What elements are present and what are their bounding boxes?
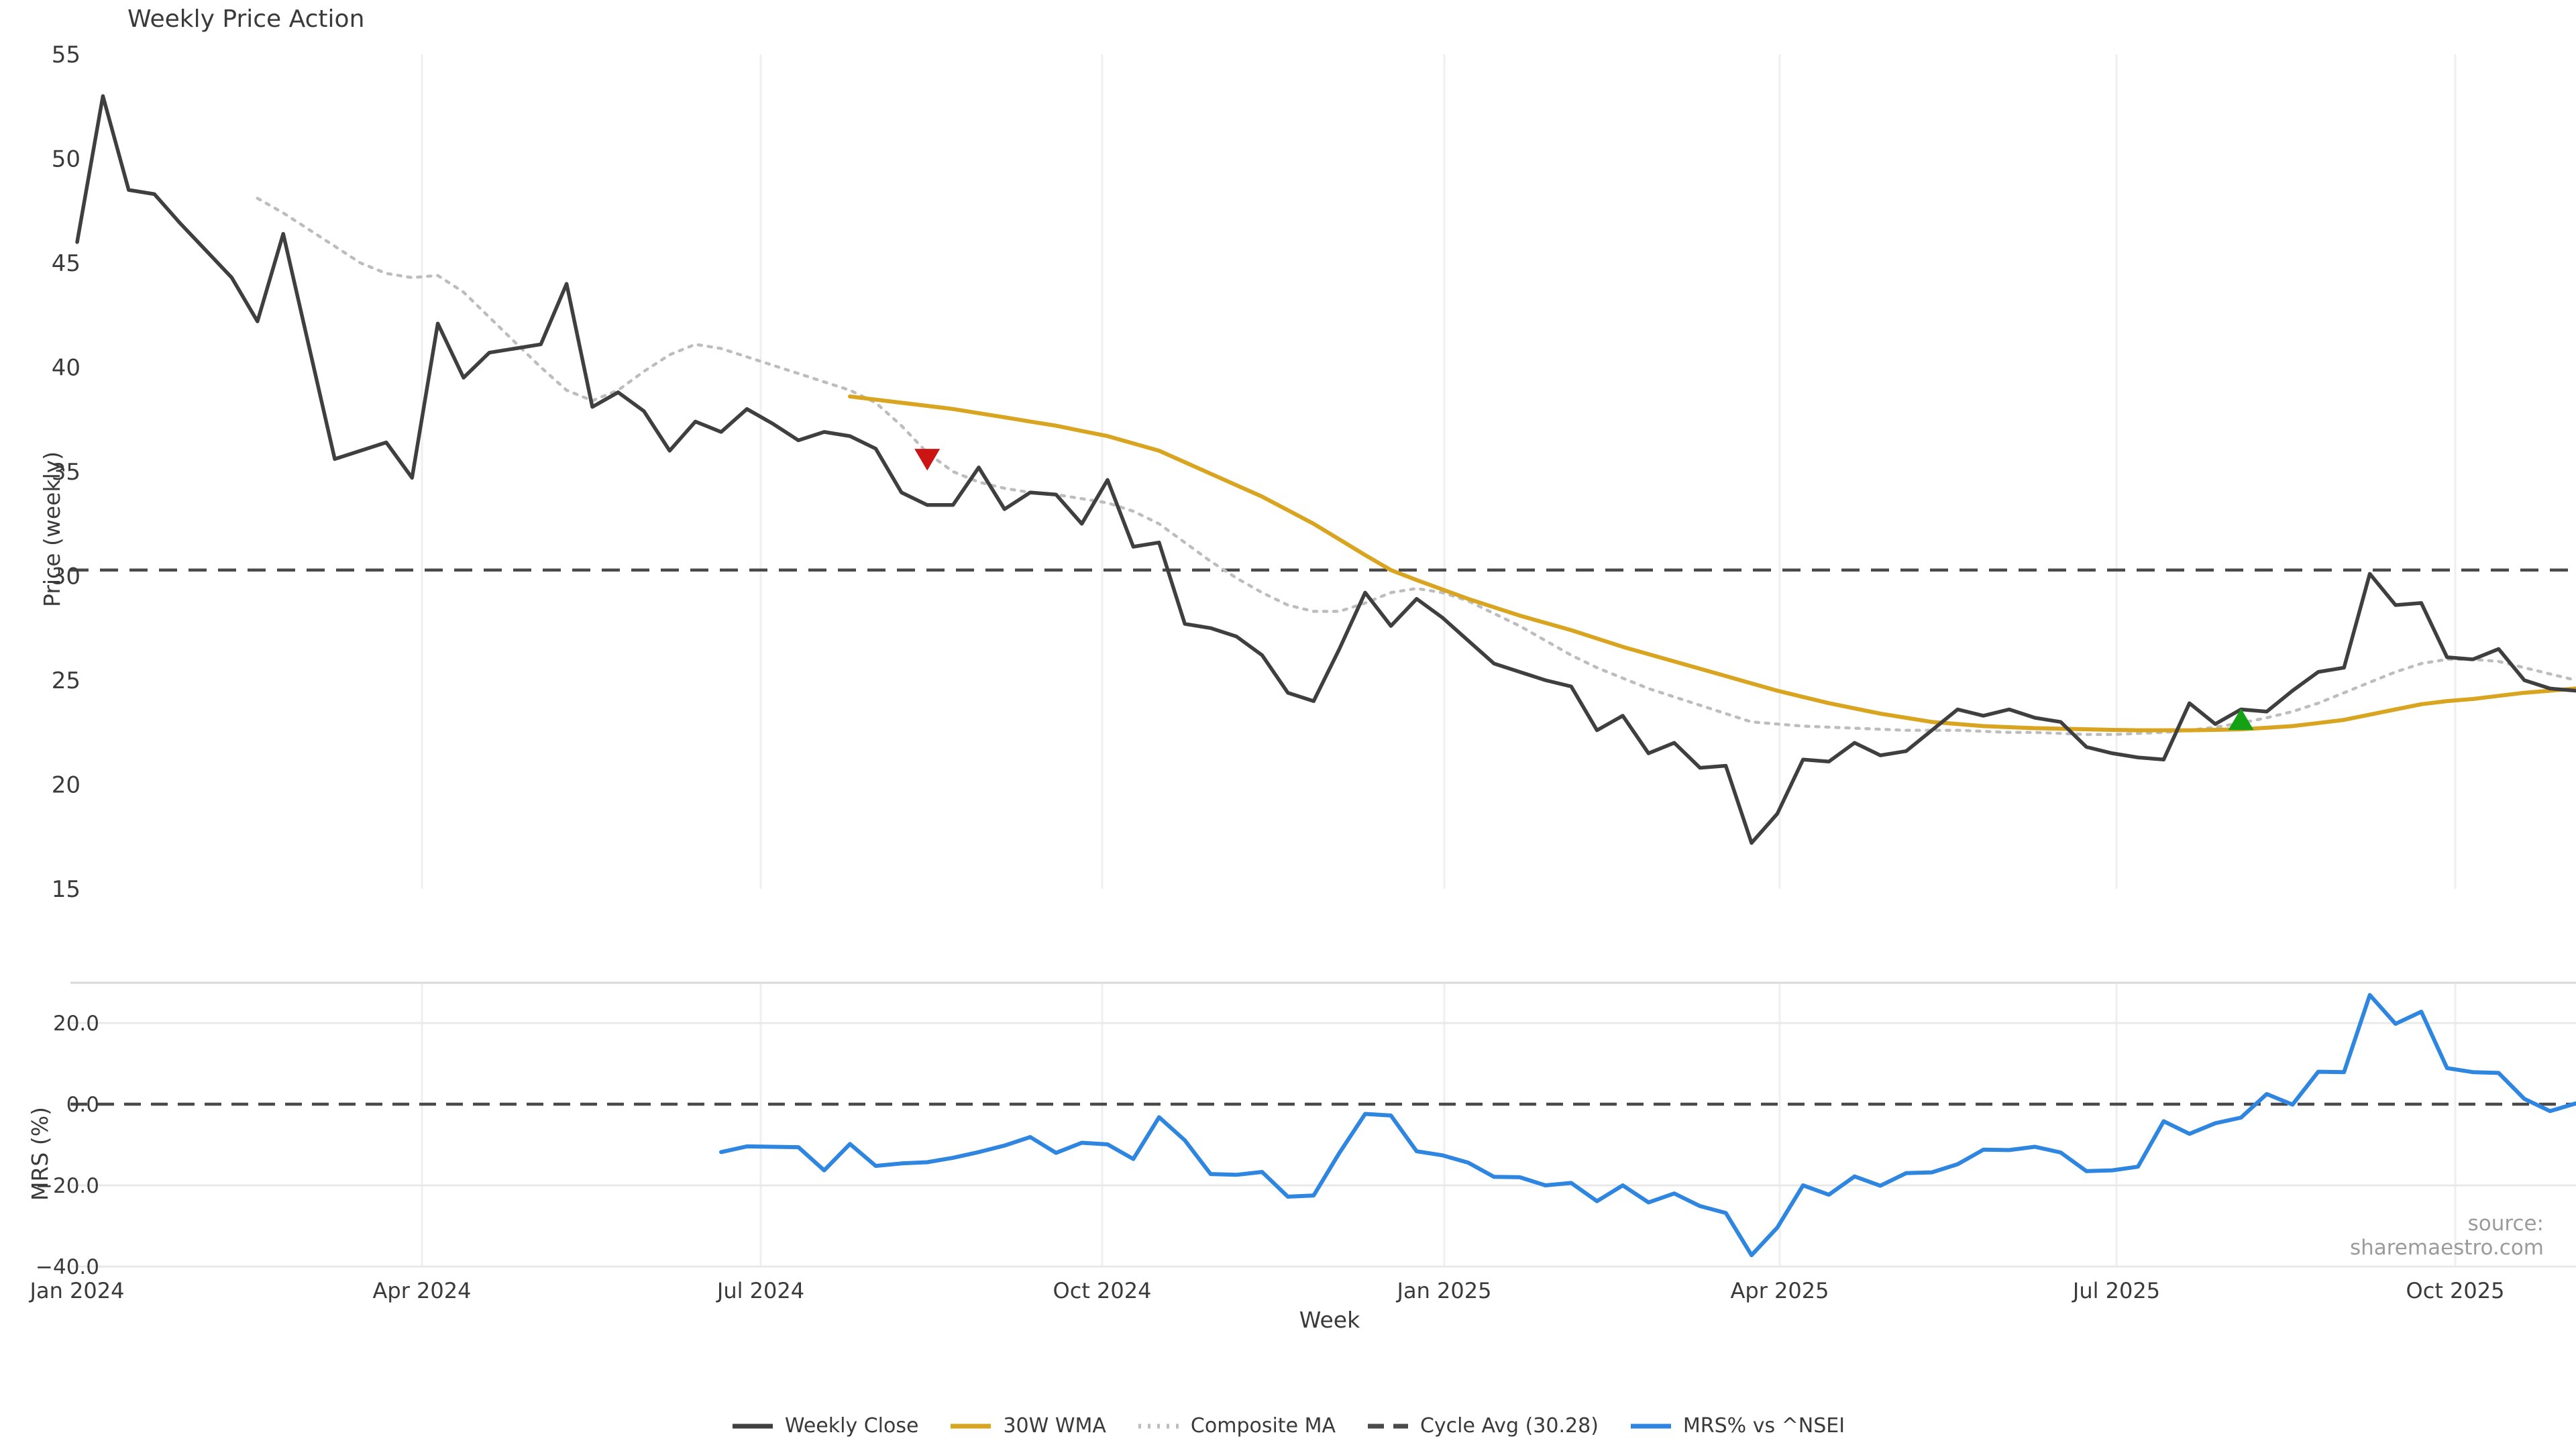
tick-label: 0.0 — [66, 1093, 99, 1117]
mrs-line — [719, 993, 2576, 1258]
legend-label: 30W WMA — [1003, 1414, 1106, 1438]
chart-title: Weekly Price Action — [127, 5, 365, 33]
legend-item-cycle-avg-30-28-[interactable]: Cycle Avg (30.28) — [1366, 1414, 1599, 1438]
legend-swatch-icon — [732, 1424, 773, 1428]
legend-label: Weekly Close — [784, 1414, 919, 1438]
legend-swatch-icon — [1630, 1424, 1671, 1428]
legend-swatch-icon — [1367, 1424, 1408, 1428]
tick-label: Jul 2024 — [716, 1278, 804, 1303]
tick-label: Oct 2025 — [2406, 1278, 2505, 1303]
tick-label: 55 — [52, 42, 80, 68]
legend-label: Cycle Avg (30.28) — [1419, 1414, 1599, 1438]
legend-swatch-icon — [1138, 1424, 1179, 1428]
tick-label: 45 — [52, 250, 80, 277]
tick-label: Apr 2024 — [373, 1278, 472, 1303]
tick-label: 20 — [52, 772, 80, 799]
tick-label: 35 — [52, 459, 80, 486]
tick-label: Oct 2024 — [1053, 1278, 1152, 1303]
tick-label: Jan 2025 — [1396, 1278, 1492, 1303]
legend-swatch-icon — [951, 1424, 991, 1428]
x-axis-title: Week — [1299, 1307, 1360, 1333]
buy-marker-icon — [2228, 708, 2254, 731]
price-axis-label: Price (weekly) — [39, 451, 65, 607]
mrs-axis-label: MRS (%) — [27, 1107, 53, 1201]
legend: Weekly Close 30W WMA Composite MA Cycle … — [0, 1414, 2576, 1438]
tick-label: 30 — [52, 564, 80, 590]
tick-label: 40 — [52, 355, 80, 382]
tick-label: 20.0 — [53, 1012, 99, 1036]
legend-item-weekly-close[interactable]: Weekly Close — [731, 1414, 919, 1438]
legend-label: MRS% vs ^NSEI — [1682, 1414, 1845, 1438]
wma-line — [848, 394, 2576, 733]
legend-item-mrs-vs-nsei[interactable]: MRS% vs ^NSEI — [1629, 1414, 1845, 1438]
legend-item-30w-wma[interactable]: 30W WMA — [949, 1414, 1106, 1438]
legend-item-composite-ma[interactable]: Composite MA — [1137, 1414, 1336, 1438]
sell-marker-icon — [914, 449, 941, 471]
source-credit: source: sharemaestro.com — [2349, 1212, 2544, 1260]
tick-label: Jan 2024 — [29, 1278, 125, 1303]
tick-label: 50 — [52, 146, 80, 173]
tick-label: Jul 2025 — [2072, 1278, 2160, 1303]
tick-label: 25 — [52, 667, 80, 694]
composite-ma-line — [256, 197, 2576, 737]
tick-label: Apr 2025 — [1731, 1278, 1829, 1303]
weekly-close-line — [75, 94, 2576, 845]
tick-label: 15 — [52, 876, 80, 903]
legend-label: Composite MA — [1190, 1414, 1336, 1438]
tick-label: −40.0 — [36, 1255, 99, 1279]
tick-label: −20.0 — [36, 1174, 99, 1198]
